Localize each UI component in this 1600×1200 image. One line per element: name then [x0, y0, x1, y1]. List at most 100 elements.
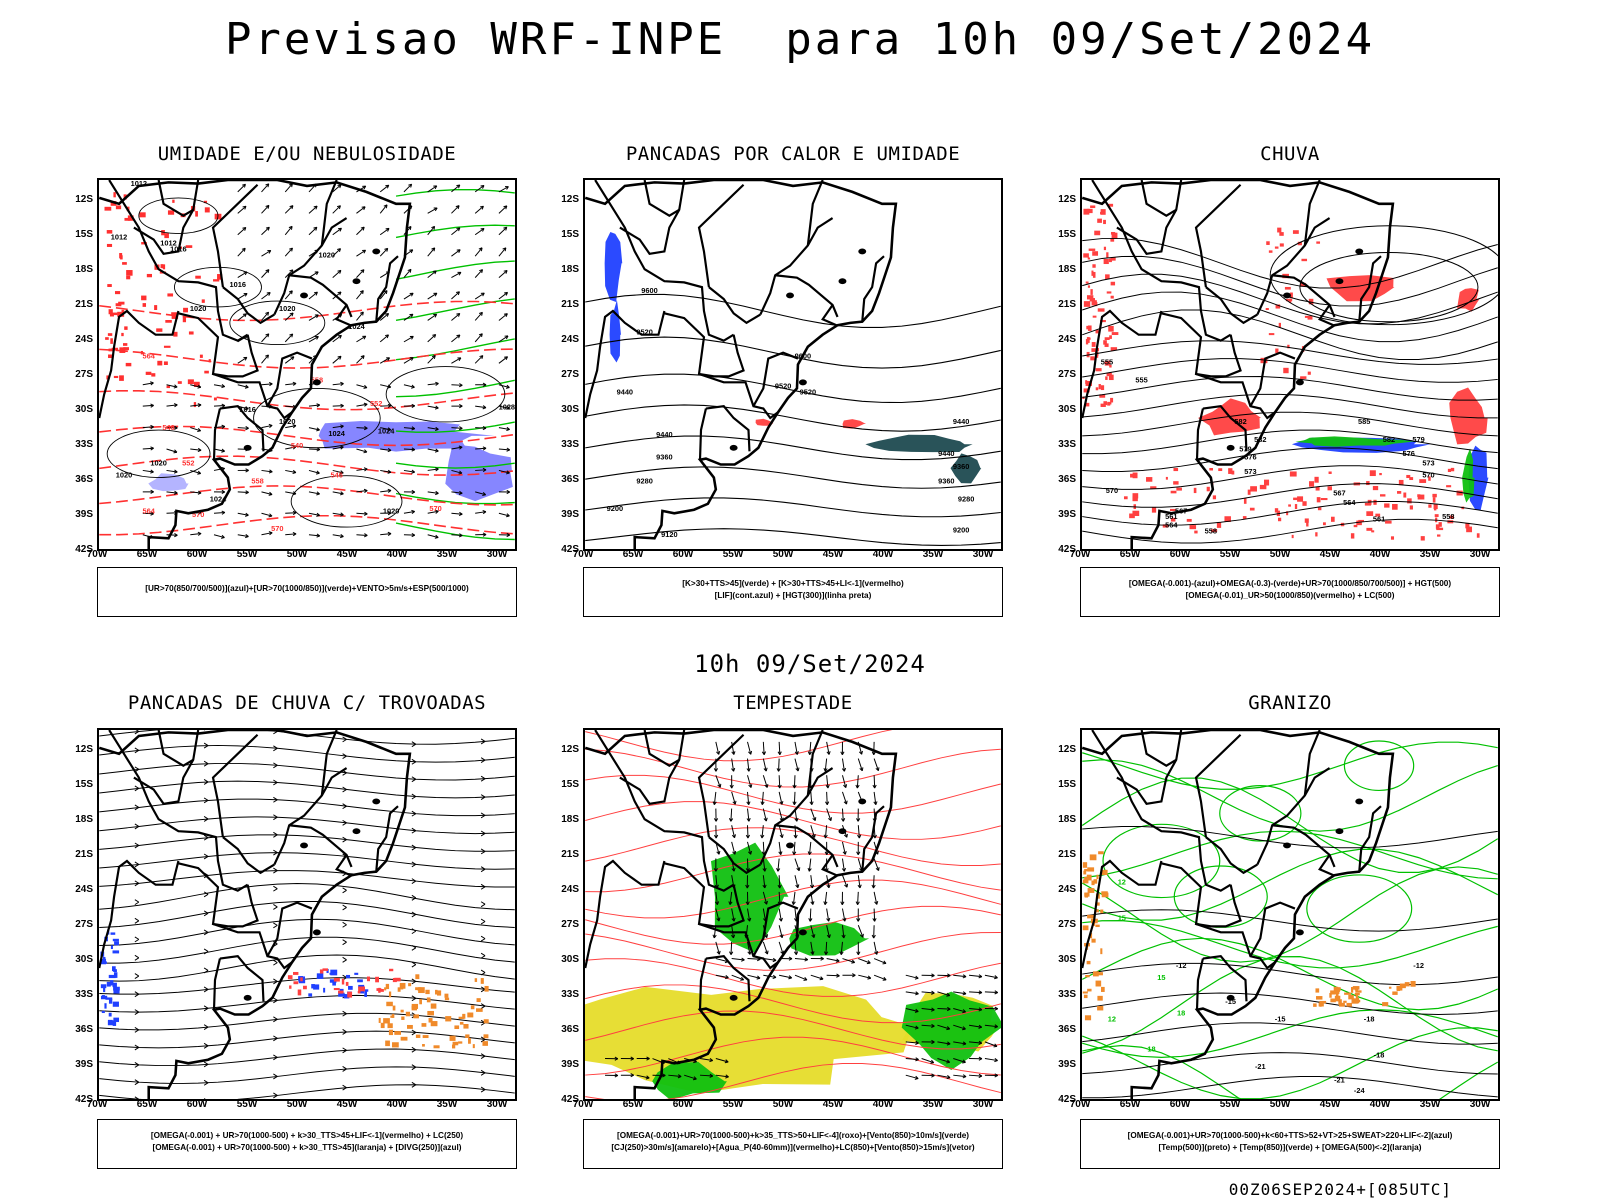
rain-speck — [1146, 477, 1153, 482]
pressure-contour — [229, 300, 326, 346]
wind-vector — [340, 512, 344, 517]
streamline-arrow — [134, 747, 140, 754]
wind-vector — [875, 867, 880, 871]
rain-speck — [1092, 271, 1096, 278]
divergence-speck — [113, 972, 118, 978]
wind-vector — [842, 875, 848, 888]
thickness-speck — [173, 331, 178, 337]
lat-tick-label: 15S — [75, 779, 93, 790]
border-line — [133, 180, 200, 255]
rain-speck — [1170, 508, 1176, 512]
omega500-speck — [1355, 993, 1359, 999]
divergence-speck — [100, 984, 107, 989]
rain-speck — [1085, 380, 1088, 384]
coastline — [585, 730, 898, 1099]
rain-speck — [1432, 497, 1436, 503]
thickness-speck — [123, 347, 129, 351]
omega500-speck — [1354, 988, 1359, 991]
streamline-arrow — [480, 1003, 486, 1009]
thunder-speck — [347, 991, 353, 998]
lat-tick-label: 21S — [561, 849, 579, 860]
wind-vector — [794, 751, 799, 755]
wind-vector — [268, 381, 273, 387]
rain-speck — [1173, 467, 1179, 472]
map-panel: 9600 9520 9600 9520 9440 9520 9440 9360 9440 9360… — [583, 178, 1003, 551]
streamline-arrow — [134, 730, 140, 735]
wind-vector — [810, 941, 814, 955]
streamline-arrow — [203, 742, 209, 749]
island-mark — [798, 929, 807, 936]
contour-label: 1024 — [348, 322, 365, 331]
streamline-arrow — [134, 1044, 140, 1051]
wind-vector — [482, 510, 487, 515]
wind-vector — [479, 205, 484, 210]
lat-tick-label: 42S — [1058, 1094, 1076, 1105]
orange-speck — [413, 1014, 419, 1019]
divergence-speck — [112, 950, 120, 954]
wind-vector — [796, 867, 801, 872]
omega500-speck — [1091, 880, 1095, 886]
wind-vector — [905, 1058, 919, 1061]
wind850-area — [901, 991, 1001, 1071]
wind-vector — [931, 1039, 935, 1045]
omega500-speck — [1338, 999, 1342, 1005]
rain-speck — [1265, 308, 1269, 311]
island-mark — [1355, 798, 1364, 805]
contour-label: -18 — [1364, 1015, 1375, 1024]
wind-vector — [166, 404, 178, 407]
omega-strong-area — [1462, 448, 1475, 503]
wind-vector — [812, 817, 817, 821]
wind-vector — [857, 834, 862, 839]
rain-speck — [1097, 308, 1105, 312]
divergence-speck — [338, 992, 345, 997]
lat-tick-label: 42S — [75, 544, 93, 555]
divergence-speck — [101, 1010, 105, 1014]
wind-vector — [713, 818, 719, 822]
humidity-lower-contour — [395, 189, 515, 197]
streamline-arrow — [342, 887, 347, 894]
orange-speck — [444, 997, 450, 1001]
orange-speck — [394, 1031, 401, 1035]
wind-vector — [407, 268, 412, 273]
streamline-arrow — [273, 814, 278, 821]
contour-label: 585 — [1358, 417, 1370, 426]
streamline-arrow — [273, 978, 278, 985]
wind-vector — [506, 426, 510, 432]
rain-speck — [1110, 238, 1115, 242]
thickness-speck — [165, 319, 172, 323]
wind-vector — [190, 448, 202, 451]
streamline — [99, 994, 515, 1013]
rain-speck — [1087, 285, 1091, 288]
wind-vector — [268, 469, 273, 474]
wind-vector — [356, 249, 366, 257]
wind-vector — [474, 228, 485, 236]
wind-vector — [427, 510, 439, 514]
wind-vector — [857, 858, 863, 872]
wind-vector — [434, 405, 439, 410]
wind-vector — [363, 449, 368, 454]
streamline-arrow — [203, 816, 209, 822]
wind-vector — [387, 469, 392, 474]
wind-vector — [810, 875, 813, 889]
rain-speck — [1286, 511, 1289, 516]
thickness-speck — [161, 230, 165, 236]
wind-vector — [284, 312, 294, 321]
rain-speck — [1092, 315, 1097, 318]
wind-vector — [809, 884, 815, 889]
temp850-contour — [1082, 830, 1498, 880]
thickness-speck — [179, 246, 183, 249]
rain-speck — [1322, 522, 1326, 526]
rain-speck — [1291, 534, 1294, 539]
wind-vector — [841, 841, 846, 855]
rain-speck — [1094, 230, 1101, 236]
wind-vector — [316, 512, 320, 517]
rain-speck — [1249, 507, 1255, 511]
thickness-speck — [213, 397, 217, 401]
wind-vector — [456, 334, 461, 339]
rain-speck — [1110, 231, 1116, 235]
wind-vector — [712, 801, 717, 805]
thickness-speck — [124, 326, 128, 330]
border-line — [708, 836, 761, 875]
height-contour — [1082, 309, 1498, 360]
streamline-arrow — [273, 831, 278, 838]
